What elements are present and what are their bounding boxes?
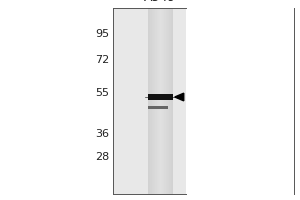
- Bar: [165, 8, 166, 194]
- Bar: [172, 8, 173, 194]
- Bar: [167, 8, 168, 194]
- Bar: [148, 106, 168, 109]
- Bar: [170, 8, 171, 194]
- Bar: [160, 8, 161, 194]
- Bar: [152, 8, 153, 194]
- Bar: [166, 8, 167, 194]
- Bar: [163, 8, 164, 194]
- Bar: [150, 8, 151, 194]
- Polygon shape: [175, 93, 184, 101]
- Bar: [169, 8, 170, 194]
- Bar: [161, 8, 162, 194]
- Bar: [155, 8, 156, 194]
- Bar: [164, 8, 165, 194]
- Text: 28: 28: [95, 152, 110, 162]
- Bar: [149, 8, 150, 194]
- Bar: [151, 8, 152, 194]
- Text: 36: 36: [95, 129, 110, 139]
- Bar: [154, 8, 155, 194]
- Bar: [148, 8, 149, 194]
- Text: 95: 95: [95, 29, 110, 39]
- Bar: [171, 8, 172, 194]
- Bar: [156, 8, 157, 194]
- Bar: [157, 8, 158, 194]
- Bar: [148, 94, 173, 100]
- Bar: [153, 8, 154, 194]
- Text: A549: A549: [144, 0, 177, 4]
- Bar: [162, 8, 163, 194]
- Bar: [159, 8, 160, 194]
- Bar: [158, 8, 159, 194]
- Bar: [112, 8, 186, 194]
- Text: 55: 55: [95, 88, 110, 98]
- Text: 72: 72: [95, 55, 110, 65]
- Bar: [168, 8, 169, 194]
